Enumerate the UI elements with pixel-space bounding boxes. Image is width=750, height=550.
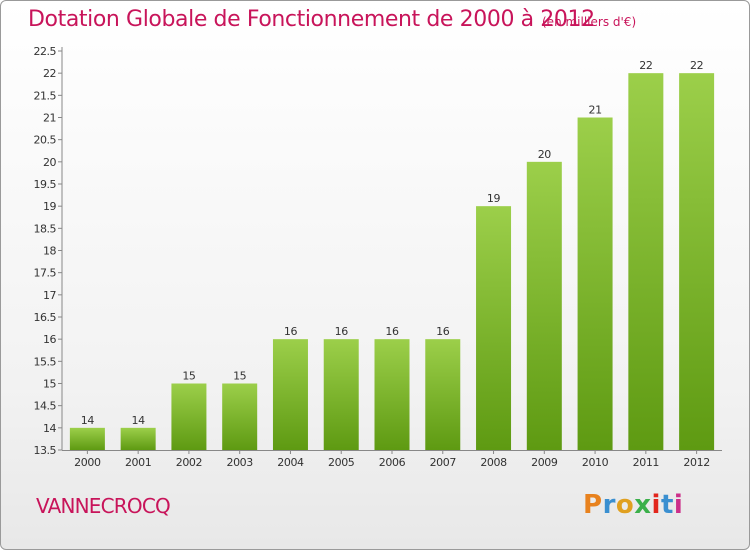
bar-value-label: 22 xyxy=(690,59,703,72)
x-tick-label: 2002 xyxy=(176,456,202,469)
logo-letter: i xyxy=(673,490,684,520)
bar[interactable] xyxy=(628,73,664,451)
bar-value-label: 19 xyxy=(487,192,501,205)
x-tick-label: 2005 xyxy=(328,456,355,469)
bar[interactable] xyxy=(374,339,410,450)
y-tick-label: 21.5 xyxy=(34,89,57,102)
y-tick-label: 21 xyxy=(43,112,56,125)
bar[interactable] xyxy=(577,117,613,451)
bar-value-label: 21 xyxy=(588,104,601,117)
chart-title: Dotation Globale de Fonctionnement de 20… xyxy=(28,7,595,32)
y-tick-label: 20 xyxy=(43,156,56,169)
y-tick-label: 13.5 xyxy=(34,444,57,457)
bar[interactable] xyxy=(272,339,308,450)
bar-value-label: 15 xyxy=(182,370,196,383)
logo-letter: x xyxy=(634,490,652,520)
bar-value-label: 14 xyxy=(81,414,95,427)
y-tick-label: 20.5 xyxy=(34,134,57,147)
y-tick-label: 17.5 xyxy=(34,267,57,280)
bar-value-label: 15 xyxy=(233,370,247,383)
x-tick-label: 2000 xyxy=(74,456,101,469)
bar-value-label: 16 xyxy=(335,325,349,338)
logo-letter: t xyxy=(660,490,674,520)
x-tick-label: 2003 xyxy=(226,456,253,469)
chart-unit: (en milliers d'€) xyxy=(542,15,637,29)
x-tick-label: 2009 xyxy=(531,456,558,469)
y-tick-label: 15 xyxy=(43,378,56,391)
bar[interactable] xyxy=(425,339,461,450)
logo-letter: i xyxy=(651,490,661,520)
x-tick-label: 2001 xyxy=(125,456,151,469)
y-tick-label: 18.5 xyxy=(34,222,57,235)
y-tick-label: 16 xyxy=(43,333,56,346)
y-tick-label: 14 xyxy=(43,422,56,435)
logo-letter: P xyxy=(583,490,603,520)
y-tick-label: 17 xyxy=(43,289,56,302)
logo-letter: o xyxy=(615,490,635,520)
bar[interactable] xyxy=(476,206,512,450)
x-tick-label: 2011 xyxy=(633,456,659,469)
y-tick-label: 18 xyxy=(43,245,56,258)
commune-name: VANNECROCQ xyxy=(36,494,171,518)
bar[interactable] xyxy=(222,383,258,451)
x-tick-label: 2008 xyxy=(480,456,507,469)
x-tick-label: 2004 xyxy=(277,456,304,469)
y-tick-label: 22 xyxy=(43,67,56,80)
bar-value-label: 16 xyxy=(385,325,399,338)
x-tick-label: 2007 xyxy=(430,456,457,469)
logo-letter: r xyxy=(602,490,616,520)
bar[interactable] xyxy=(171,383,207,451)
y-tick-label: 14.5 xyxy=(34,400,57,413)
bar[interactable] xyxy=(120,427,156,450)
bar-value-label: 14 xyxy=(132,414,146,427)
y-tick-label: 22.5 xyxy=(34,45,57,58)
y-tick-label: 19.5 xyxy=(34,178,57,191)
bar-value-label: 16 xyxy=(436,325,450,338)
y-tick-label: 16.5 xyxy=(34,311,57,324)
bar[interactable] xyxy=(323,339,359,450)
bar-value-label: 16 xyxy=(284,325,298,338)
x-tick-label: 2006 xyxy=(379,456,406,469)
bar-value-label: 20 xyxy=(538,148,552,161)
bar[interactable] xyxy=(679,73,715,451)
x-tick-label: 2010 xyxy=(582,456,609,469)
proxiti-logo[interactable]: Proxiti xyxy=(583,490,683,520)
bar-value-label: 22 xyxy=(639,59,652,72)
bar[interactable] xyxy=(69,427,105,450)
y-tick-label: 19 xyxy=(43,200,56,213)
x-tick-label: 2012 xyxy=(683,456,709,469)
y-tick-label: 15.5 xyxy=(34,355,57,368)
bar[interactable] xyxy=(526,161,562,451)
